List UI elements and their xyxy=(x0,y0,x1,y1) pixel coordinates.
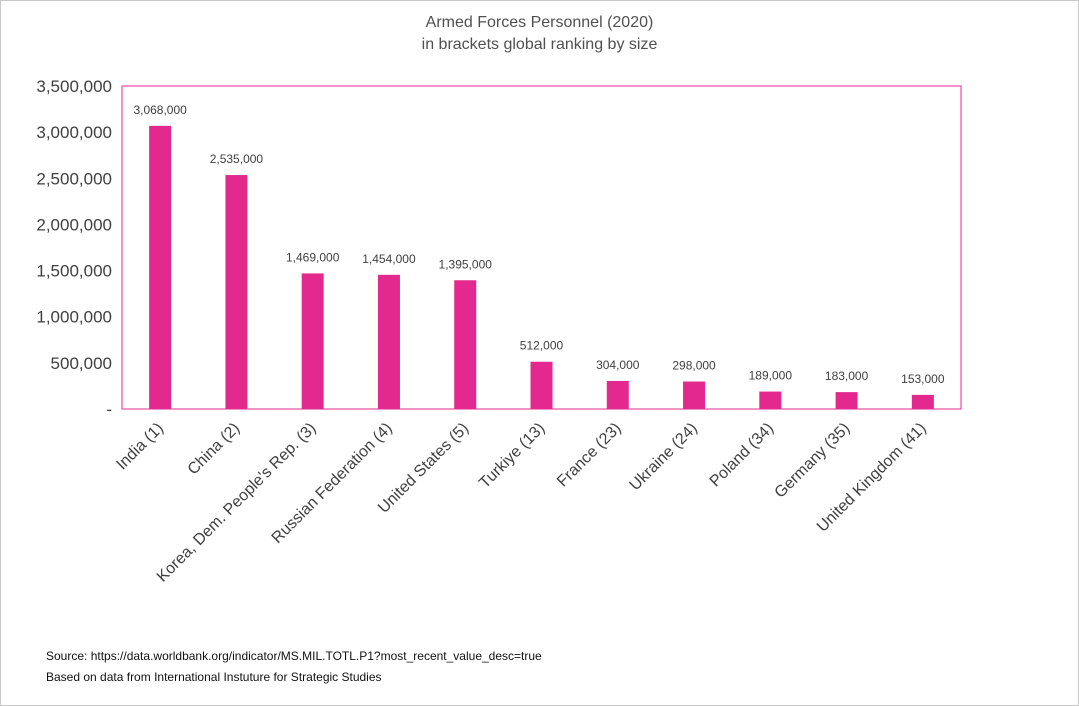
data-label: 512,000 xyxy=(520,339,564,353)
bar xyxy=(454,280,477,409)
data-label: 3,068,000 xyxy=(133,103,187,117)
bar-chart: - 500,000 1,000,000 1,500,000 2,000,000 2,500… xyxy=(36,77,962,586)
x-tick-label: India (1) xyxy=(113,420,167,474)
data-attribution: Based on data from International Instutu… xyxy=(46,670,382,684)
y-tick-label: 1,500,000 xyxy=(36,262,112,281)
x-tick-label: Germany (35) xyxy=(772,420,854,502)
y-tick-label: 3,000,000 xyxy=(36,123,112,142)
source-note: Source: https://data.worldbank.org/indic… xyxy=(46,649,542,663)
data-label: 1,469,000 xyxy=(286,250,340,264)
x-tick-label: Turkiye (13) xyxy=(476,420,548,492)
data-label: 298,000 xyxy=(672,358,716,372)
y-tick-label: 2,500,000 xyxy=(36,169,112,188)
y-tick-label: 3,500,000 xyxy=(36,77,112,96)
chart-title-block: Armed Forces Personnel (2020) in bracket… xyxy=(0,12,1079,56)
x-tick-label: Poland (34) xyxy=(707,420,778,491)
x-tick-label: France (23) xyxy=(554,420,625,491)
bar xyxy=(759,391,782,409)
footer: Source: https://data.worldbank.org/indic… xyxy=(46,646,542,688)
plot-area-border xyxy=(121,85,962,410)
data-label: 304,000 xyxy=(596,358,640,372)
bar xyxy=(606,380,629,409)
y-tick-label: 2,000,000 xyxy=(36,215,112,234)
chart-subtitle: in brackets global ranking by size xyxy=(421,36,658,53)
data-label: 189,000 xyxy=(749,369,793,383)
data-label: 2,535,000 xyxy=(210,152,264,166)
bar xyxy=(911,394,934,409)
x-tick-label: China (2) xyxy=(185,420,244,479)
bar xyxy=(683,381,706,409)
bar xyxy=(835,392,858,409)
data-label: 1,454,000 xyxy=(362,252,416,266)
bar xyxy=(301,273,324,409)
bar xyxy=(225,175,248,409)
bar xyxy=(377,274,400,409)
data-label: 183,000 xyxy=(825,369,869,383)
chart-title: Armed Forces Personnel (2020) xyxy=(425,14,654,31)
y-tick-label: - xyxy=(106,400,112,419)
bar xyxy=(530,361,553,409)
data-label: 1,395,000 xyxy=(439,257,493,271)
data-label: 153,000 xyxy=(901,372,945,386)
x-tick-label: Ukraine (24) xyxy=(627,420,701,494)
y-tick-label: 1,000,000 xyxy=(36,308,112,327)
bar xyxy=(149,125,172,409)
x-tick-label: Korea, Dem. People's Rep. (3) xyxy=(154,420,320,586)
y-tick-label: 500,000 xyxy=(51,354,112,373)
